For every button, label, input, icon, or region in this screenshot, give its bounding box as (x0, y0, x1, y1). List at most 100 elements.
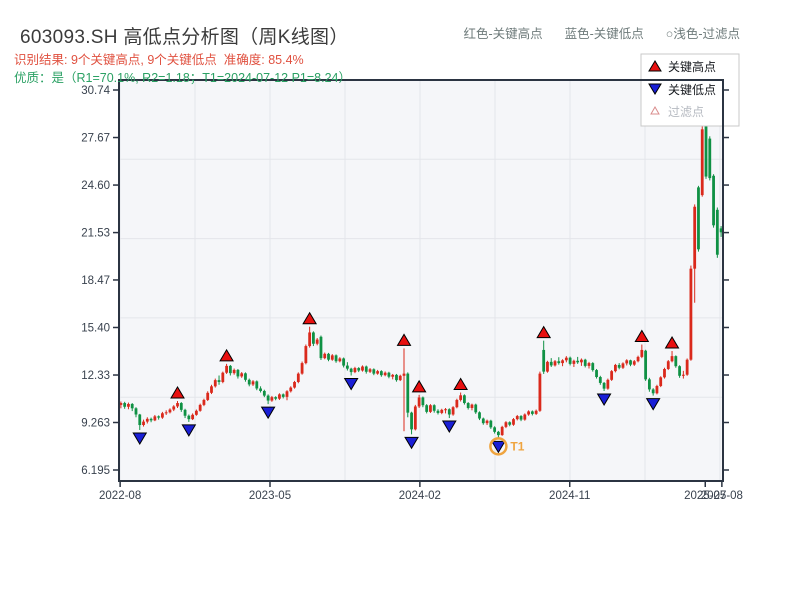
legend-label-filter: 过滤点 (668, 105, 704, 119)
candle-body (598, 377, 602, 383)
key-low-marker (596, 393, 612, 406)
gridlines (119, 80, 723, 481)
x-tick-label: 2025-08 (701, 490, 743, 502)
candle-body (372, 369, 376, 374)
candle-body (194, 410, 198, 415)
y-tick-label: 24.60 (81, 180, 110, 192)
candle-body (134, 408, 138, 415)
candle-body (432, 405, 436, 411)
color-key-low: 蓝色-关键低点 (564, 27, 644, 41)
candle-body (538, 373, 542, 411)
candle-body (515, 416, 519, 420)
x-tick-label: 2024-02 (399, 490, 441, 502)
candle-body (459, 395, 463, 400)
candle-body (681, 374, 685, 376)
candle-body (319, 336, 323, 359)
candle-body (674, 356, 678, 367)
candle-body (595, 370, 598, 378)
candle-body (678, 366, 681, 376)
candle-body (285, 391, 289, 397)
candle-body (232, 369, 236, 374)
candle-body (470, 404, 474, 408)
candles (119, 116, 723, 439)
candle-body (474, 404, 478, 413)
t1-ring (489, 437, 508, 456)
key-high-marker (664, 336, 680, 349)
candle-body (364, 366, 368, 372)
candle-body (330, 355, 334, 360)
candle-body (485, 420, 489, 424)
candle-body (527, 411, 530, 415)
candle-body (508, 422, 512, 425)
candle-body (353, 368, 357, 373)
candle-body (379, 371, 383, 376)
candle-body (610, 371, 614, 380)
candle-body (210, 386, 213, 393)
key-low-marker (645, 398, 661, 411)
candle-body (568, 357, 572, 364)
candle-body (436, 410, 440, 413)
candle-body (576, 360, 580, 363)
candle-body (500, 426, 504, 436)
candle-body (685, 359, 689, 375)
candle-body (213, 380, 217, 387)
candle-body (640, 349, 644, 357)
candle-body (546, 361, 549, 372)
candle-body (666, 361, 670, 369)
candle-body (304, 346, 308, 364)
candle-body (647, 379, 651, 390)
candle-body (262, 390, 266, 396)
candle-body (659, 377, 663, 387)
plot-background (119, 80, 723, 481)
candle-body (217, 380, 221, 382)
y-tick-label: 6.195 (81, 465, 110, 477)
t1-label: T1 (510, 439, 524, 453)
x-tick-label: 2023-05 (249, 490, 291, 502)
quality-text: 优质：是（R1=70.1%, R2=1.18；T1=2024-07-12 P1=… (14, 71, 351, 85)
candle-body (130, 403, 134, 409)
candle-body (334, 355, 338, 362)
candle-body (127, 403, 130, 407)
candle-body (463, 395, 466, 404)
key-low-marker (491, 440, 506, 454)
candle-body (587, 363, 591, 366)
candle-body (493, 427, 497, 432)
candle-body (342, 358, 346, 366)
candle-body (345, 365, 349, 369)
candle-body (244, 373, 247, 380)
candle-body (383, 372, 387, 376)
y-tick-label: 15.40 (81, 322, 110, 334)
candle-body (561, 360, 564, 364)
candle-body (398, 375, 402, 381)
candle-body (421, 397, 425, 406)
candle-body (387, 372, 391, 377)
candle-body (455, 399, 459, 408)
candle-body (715, 209, 719, 255)
candle-body (496, 431, 500, 436)
key-point-markers (132, 311, 680, 454)
candle-body (466, 403, 470, 408)
candle-body (410, 412, 413, 430)
key-high-marker (634, 329, 650, 343)
candle-body (602, 382, 606, 389)
candle-body (504, 422, 508, 427)
candle-body (376, 371, 379, 374)
candle-body (308, 332, 312, 347)
candle-body (198, 404, 202, 411)
recognition-result-text: 识别结果: 9个关键高点, 9个关键低点 准确度: 85.4% (14, 53, 304, 67)
candle-body (168, 409, 172, 413)
candle-body (206, 392, 210, 400)
candle-body (606, 379, 610, 389)
candle-body (406, 373, 410, 413)
candle-body (300, 363, 304, 374)
candle-body (447, 409, 451, 415)
candle-body (296, 373, 300, 382)
candle-body (708, 138, 712, 179)
x-tick-label: 2022-08 (99, 490, 141, 502)
candle-body (395, 374, 398, 381)
x-tick-label: 2024-11 (549, 490, 590, 502)
y-tick-label: 21.53 (81, 228, 110, 240)
candle-body (629, 360, 632, 365)
legend-high-icon (648, 60, 662, 72)
